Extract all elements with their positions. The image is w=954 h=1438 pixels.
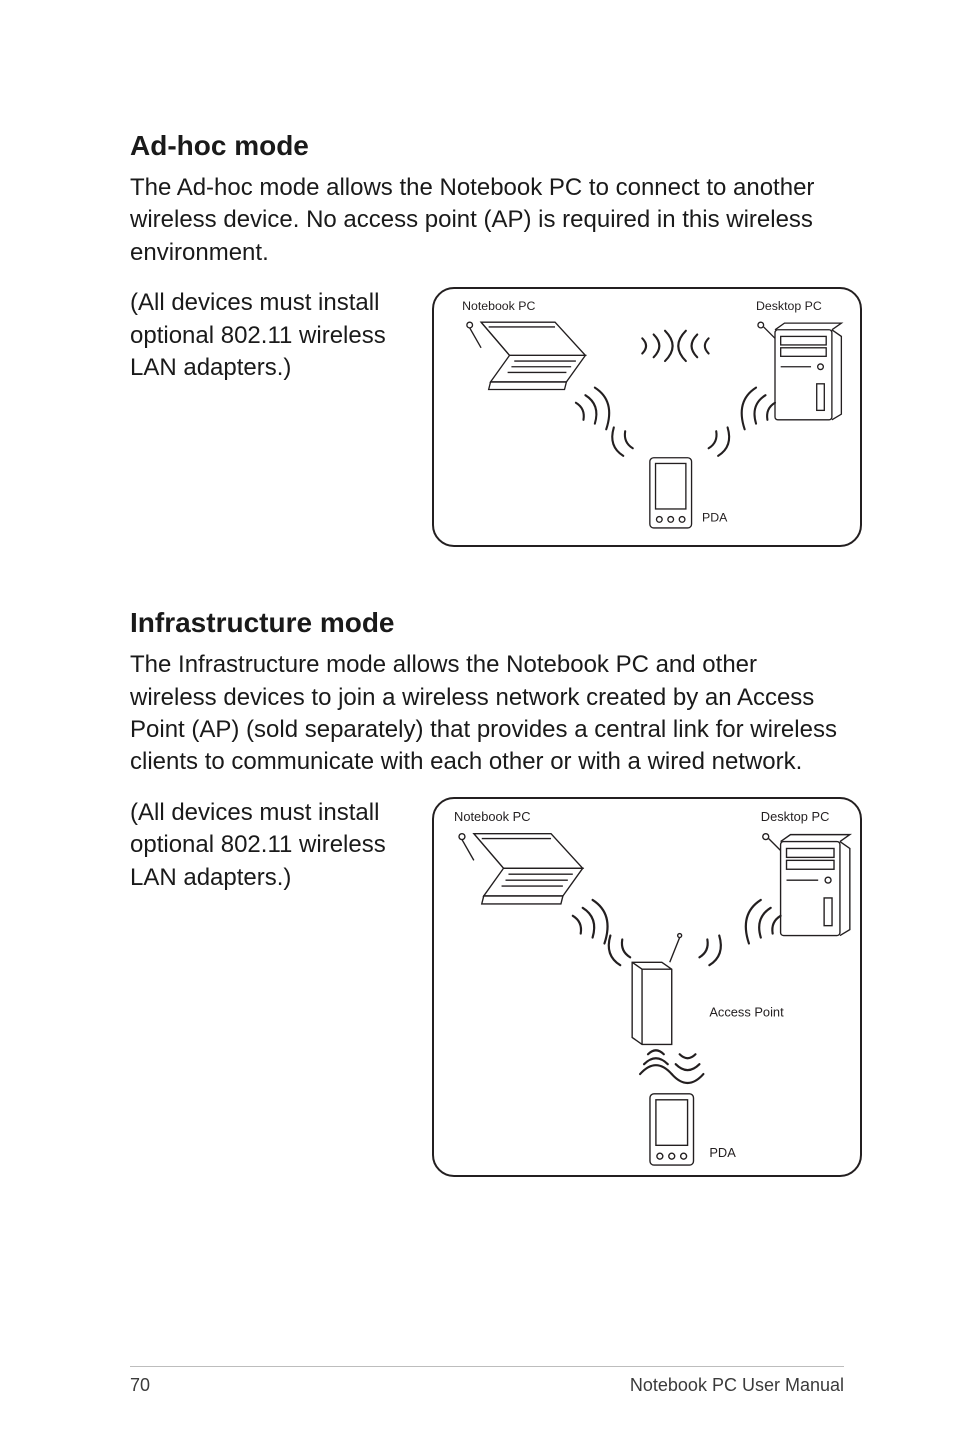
infra-row: (All devices must install optional 802.1… xyxy=(130,797,844,1177)
infra-side-note: (All devices must install optional 802.1… xyxy=(130,797,410,894)
signal-dt-pda-icon xyxy=(709,388,775,456)
signal-ap-pda-icon xyxy=(640,1050,703,1083)
infra-figure: Notebook PC Desktop PC Access Point PDA xyxy=(432,797,862,1177)
adhoc-diagram: Notebook PC Desktop PC PDA xyxy=(432,287,862,547)
book-title: Notebook PC User Manual xyxy=(630,1375,844,1396)
adhoc-body: The Ad-hoc mode allows the Notebook PC t… xyxy=(130,172,844,269)
desktop-label: Desktop PC xyxy=(761,809,830,824)
notebook-icon xyxy=(459,833,583,903)
adhoc-side-note: (All devices must install optional 802.1… xyxy=(130,287,410,384)
pda-icon xyxy=(650,1094,694,1165)
signal-nb-ap-icon xyxy=(573,900,630,965)
infra-heading: Infrastructure mode xyxy=(130,607,844,639)
infra-diagram: Notebook PC Desktop PC Access Point PDA xyxy=(432,797,862,1177)
access-point-icon xyxy=(632,933,681,1044)
notebook-icon xyxy=(467,322,586,389)
infra-body: The Infrastructure mode allows the Noteb… xyxy=(130,649,844,779)
page: Ad-hoc mode The Ad-hoc mode allows the N… xyxy=(0,0,954,1438)
pda-icon xyxy=(650,458,692,528)
page-footer: 70 Notebook PC User Manual xyxy=(130,1366,844,1396)
signal-dt-ap-icon xyxy=(699,900,780,965)
adhoc-heading: Ad-hoc mode xyxy=(130,130,844,162)
notebook-label: Notebook PC xyxy=(454,809,530,824)
notebook-label: Notebook PC xyxy=(462,299,535,313)
signal-nb-pda-icon xyxy=(576,388,633,456)
ap-label: Access Point xyxy=(709,1004,784,1019)
signal-horizontal-icon xyxy=(642,331,708,361)
page-number: 70 xyxy=(130,1375,150,1396)
adhoc-figure: Notebook PC Desktop PC PDA xyxy=(432,287,862,547)
desktop-label: Desktop PC xyxy=(756,299,822,313)
pda-label: PDA xyxy=(702,510,728,524)
pda-label: PDA xyxy=(709,1145,736,1160)
adhoc-row: (All devices must install optional 802.1… xyxy=(130,287,844,547)
